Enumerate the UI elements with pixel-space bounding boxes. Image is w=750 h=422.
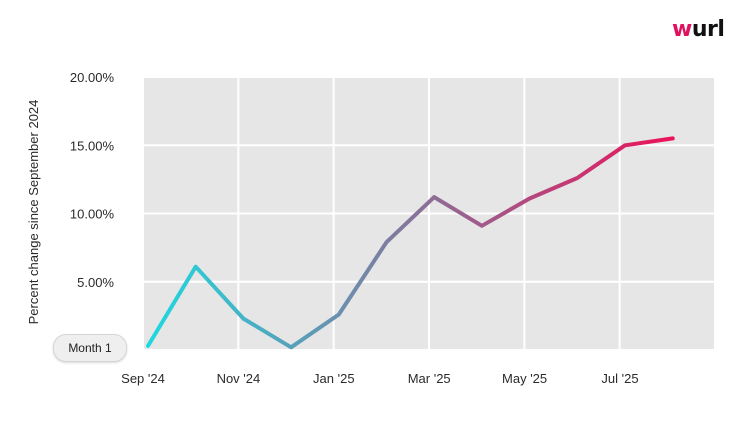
month-1-badge: Month 1 bbox=[53, 334, 127, 362]
wurl-logo: wurl bbox=[672, 16, 734, 44]
logo-initial: w bbox=[672, 17, 692, 42]
y-tick-label: 5.00% bbox=[77, 275, 114, 290]
logo-rest: url bbox=[691, 17, 725, 42]
x-tick-label: Nov '24 bbox=[217, 371, 261, 386]
y-tick-label: 20.00% bbox=[70, 70, 115, 85]
x-tick-label: May '25 bbox=[502, 371, 547, 386]
y-tick-label: 15.00% bbox=[70, 138, 115, 153]
y-axis-label: Percent change since September 2024 bbox=[26, 100, 41, 325]
x-tick-label: Jan '25 bbox=[313, 371, 355, 386]
y-tick-label: 10.00% bbox=[70, 207, 115, 222]
x-tick-label: Mar '25 bbox=[408, 371, 451, 386]
series-line bbox=[146, 136, 675, 350]
x-tick-label: Sep '24 bbox=[121, 371, 165, 386]
x-tick-label: Jul '25 bbox=[601, 371, 638, 386]
